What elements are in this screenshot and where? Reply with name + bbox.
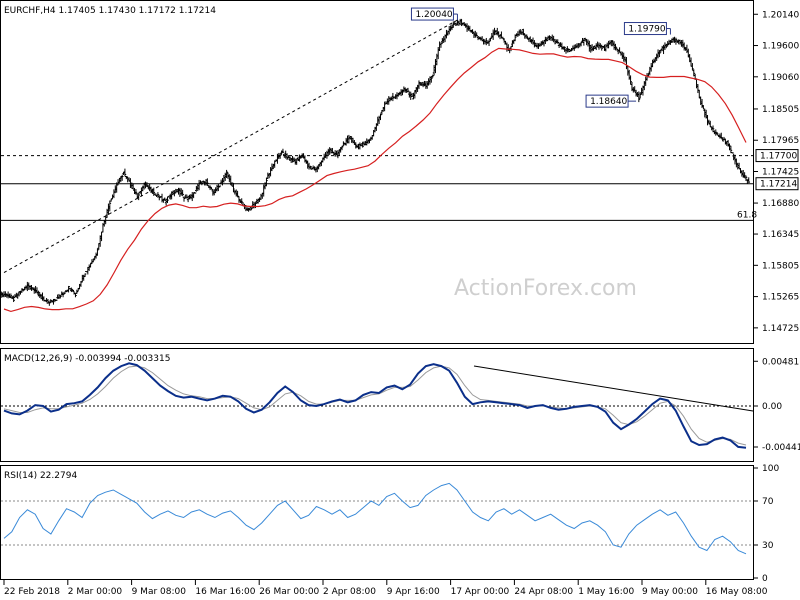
chart-header: EURCHF,H4 1.17405 1.17430 1.17172 1.1721… <box>4 6 216 16</box>
time-tick-label: 16 May 08:00 <box>706 587 768 597</box>
price-panel: EURCHF,H4 1.17405 1.17430 1.17172 1.1721… <box>0 0 757 344</box>
time-tick-label: 16 Mar 16:00 <box>195 587 255 597</box>
price-levels: 61.8 <box>1 155 757 221</box>
price-level-label: 1.17214 <box>760 180 797 190</box>
macd-line <box>3 362 747 449</box>
macd-tick-label: 0.00 <box>762 402 782 412</box>
rsi-axis: 100 70 30 0 <box>753 464 779 584</box>
price-tick-label: 1.17965 <box>762 136 799 146</box>
price-level-badge <box>755 177 799 191</box>
price-tick-label: 1.15265 <box>762 293 799 303</box>
rsi-tick-label: 0 <box>762 574 768 584</box>
rsi-tick-label: 70 <box>762 497 774 507</box>
price-level-label: 1.17700 <box>760 152 797 162</box>
moving-average-line <box>3 47 747 313</box>
rsi-tick-label: 100 <box>762 464 779 474</box>
uptrend-line <box>3 19 458 274</box>
macd-tick-label: 0.004817 <box>762 357 800 367</box>
macd-panel: MACD(12,26,9) -0.003994 -0.003315 <box>0 348 754 462</box>
rsi-levels <box>1 500 753 546</box>
time-tick-label: 22 Feb 2018 <box>4 587 60 597</box>
rsi-line <box>3 482 747 555</box>
price-tick-label: 1.19060 <box>762 73 799 83</box>
price-annotation-label: 1.19790 <box>628 25 665 35</box>
price-tick-label: 1.15805 <box>762 261 799 271</box>
fib-level-label: 61.8 <box>737 210 757 220</box>
signal-line <box>3 365 747 446</box>
macd-axis: 0.004817 0.00 -0.004414 <box>753 357 800 453</box>
time-tick-label: 2 Apr 08:00 <box>323 587 376 597</box>
time-tick-label: 24 Apr 08:00 <box>514 587 573 597</box>
rsi-panel: RSI(14) 22.2794 <box>0 465 754 580</box>
price-tick-label: 1.17425 <box>762 168 799 178</box>
time-tick-label: 26 Mar 00:00 <box>259 587 319 597</box>
price-annotations: 1.20040 1.19790 1.18640 <box>410 7 671 108</box>
price-annotation-label: 1.20040 <box>415 10 452 20</box>
macd-title: MACD(12,26,9) -0.003994 -0.003315 <box>4 354 170 364</box>
macd-tick-label: -0.004414 <box>762 443 800 453</box>
price-tick-label: 1.20140 <box>762 10 799 20</box>
price-annotation-label: 1.18640 <box>590 97 627 107</box>
time-tick-label: 2 Mar 00:00 <box>68 587 123 597</box>
time-tick-label: 9 Apr 16:00 <box>387 587 440 597</box>
macd-trendline <box>473 365 754 412</box>
rsi-tick-label: 30 <box>762 541 774 551</box>
price-level-badge <box>755 149 799 163</box>
price-tick-label: 1.16345 <box>762 230 799 240</box>
watermark: ActionForex.com <box>454 276 637 301</box>
price-tick-label: 1.16880 <box>762 199 799 209</box>
time-tick-label: 1 May 16:00 <box>578 587 634 597</box>
price-axis: 1.20140 1.19600 1.19060 1.18505 1.17965 1.174… <box>753 10 799 334</box>
rsi-title: RSI(14) 22.2794 <box>4 471 77 481</box>
time-tick-label: 17 Apr 00:00 <box>451 587 510 597</box>
time-tick-label: 9 Mar 08:00 <box>132 587 187 597</box>
time-tick-label: 9 May 00:00 <box>642 587 698 597</box>
price-tick-label: 1.14725 <box>762 324 799 334</box>
price-tick-label: 1.19600 <box>762 42 799 52</box>
price-tick-label: 1.18505 <box>762 105 799 115</box>
candles <box>0 18 751 306</box>
time-axis: 22 Feb 2018 2 Mar 00:00 9 Mar 08:00 16 Mar … <box>3 580 768 597</box>
